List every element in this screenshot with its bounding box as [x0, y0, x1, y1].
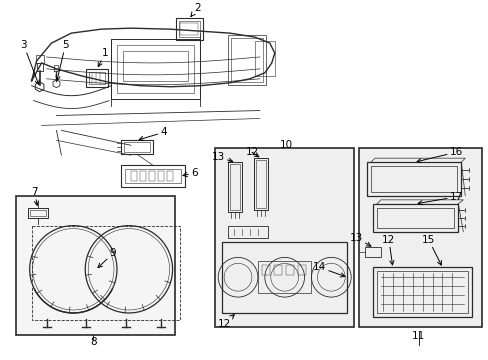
Bar	[121, 140, 152, 154]
Bar	[32, 226, 180, 320]
Text: 11: 11	[411, 331, 425, 341]
Bar	[89, 72, 105, 84]
Bar	[30, 210, 45, 216]
Bar	[123, 142, 149, 152]
Bar	[131, 171, 137, 181]
Bar	[175, 18, 203, 40]
Text: 6: 6	[183, 168, 197, 178]
Bar	[273, 265, 281, 275]
Bar	[122, 51, 188, 81]
Text: 12: 12	[217, 315, 234, 329]
Bar	[228, 162, 242, 212]
Bar	[370, 166, 456, 192]
Text: 17: 17	[417, 192, 462, 205]
Bar	[28, 208, 47, 218]
Text: 3: 3	[20, 40, 39, 84]
Bar	[124, 169, 181, 183]
Bar	[178, 21, 200, 37]
Bar	[255, 160, 265, 208]
Bar	[254, 41, 274, 76]
Bar	[222, 242, 346, 313]
Text: 13: 13	[349, 233, 370, 246]
Bar	[253, 158, 267, 210]
Text: 7: 7	[31, 187, 39, 205]
Text: 8: 8	[90, 337, 96, 347]
Bar	[140, 171, 145, 181]
Bar	[372, 204, 457, 231]
Bar	[297, 265, 305, 275]
Bar	[121, 165, 185, 187]
Bar	[148, 171, 154, 181]
Bar	[376, 271, 468, 313]
Bar	[86, 69, 108, 87]
Text: 16: 16	[416, 147, 462, 163]
Bar	[117, 45, 194, 93]
Bar	[231, 38, 263, 82]
Bar	[16, 196, 174, 335]
Text: 2: 2	[190, 3, 200, 17]
Bar	[365, 247, 380, 257]
Bar	[358, 148, 481, 327]
Text: 13: 13	[211, 152, 232, 162]
Bar	[366, 162, 460, 196]
Bar	[257, 261, 311, 293]
Bar	[262, 265, 269, 275]
Bar	[215, 148, 353, 327]
Bar	[285, 265, 293, 275]
Text: 12: 12	[382, 234, 395, 265]
Bar	[228, 226, 267, 238]
Bar	[376, 208, 453, 228]
Text: 4: 4	[139, 127, 166, 140]
Text: 1: 1	[98, 48, 108, 67]
Text: 10: 10	[279, 140, 292, 150]
Bar	[180, 23, 198, 35]
Text: 15: 15	[421, 234, 441, 265]
Bar	[230, 164, 240, 210]
Text: 5: 5	[56, 40, 69, 80]
Bar	[111, 39, 200, 99]
Text: 12: 12	[245, 147, 258, 157]
Text: 9: 9	[98, 248, 116, 267]
Bar	[157, 171, 163, 181]
Bar	[166, 171, 172, 181]
Bar	[372, 267, 471, 317]
Bar	[228, 35, 265, 85]
Text: 14: 14	[312, 262, 344, 277]
